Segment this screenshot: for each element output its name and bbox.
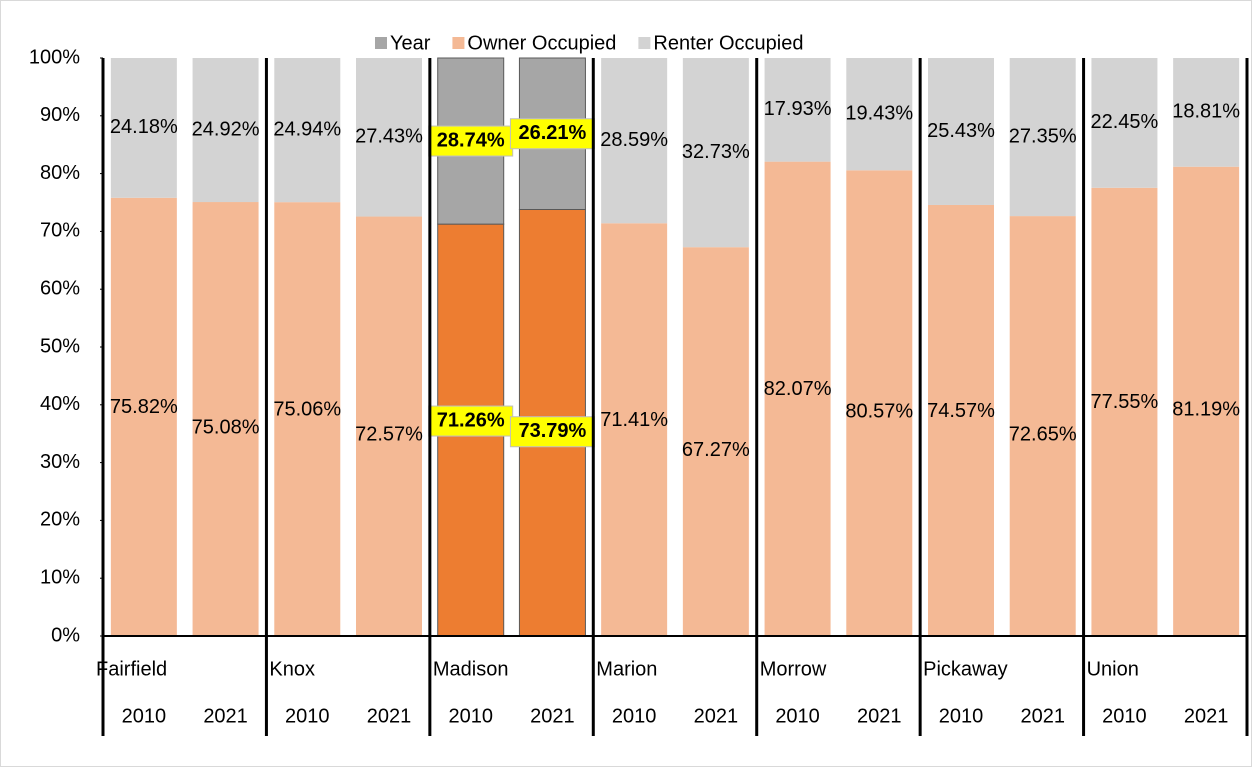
legend-swatch — [452, 37, 465, 49]
data-label: 71.41% — [600, 409, 668, 431]
bar-segment — [192, 202, 259, 636]
bar-segment — [274, 58, 341, 203]
y-tick-label: 30% — [40, 451, 80, 473]
data-label: 72.65% — [1009, 423, 1077, 445]
data-label: 19.43% — [845, 102, 913, 124]
y-tick-label: 20% — [40, 509, 80, 531]
data-label: 81.19% — [1172, 399, 1240, 421]
data-label: 74.57% — [927, 400, 995, 422]
x-tick-label: 2010 — [612, 705, 657, 727]
data-label: 17.93% — [764, 98, 832, 120]
x-tick-label: 2021 — [694, 705, 739, 727]
x-tick-label: 2010 — [122, 705, 167, 727]
data-label: 22.45% — [1091, 111, 1159, 133]
x-tick-label: 2010 — [939, 705, 984, 727]
legend-swatch — [638, 37, 651, 49]
bar-segment — [601, 58, 668, 224]
legend-label: Owner Occupied — [467, 32, 616, 54]
bar-segment — [764, 161, 831, 636]
data-label: 28.74% — [437, 129, 505, 151]
data-label: 82.07% — [764, 378, 832, 400]
y-tick-label: 40% — [40, 393, 80, 415]
bar-segment — [764, 58, 831, 162]
data-label: 27.35% — [1009, 125, 1077, 147]
legend-swatch — [375, 37, 387, 49]
group-label: Marion — [596, 658, 657, 680]
x-tick-label: 2021 — [1020, 705, 1065, 727]
group-label: Madison — [433, 658, 509, 680]
data-label: 75.08% — [192, 416, 260, 438]
group-label: Morrow — [760, 658, 827, 680]
bar-segment — [928, 204, 994, 636]
bar-segment — [192, 58, 259, 203]
bar-segment — [356, 58, 422, 217]
bar-segment — [682, 58, 749, 248]
y-tick-label: 10% — [40, 566, 80, 588]
bar-segment — [1009, 58, 1076, 217]
group-label: Union — [1087, 658, 1139, 680]
y-tick-label: 50% — [40, 335, 80, 357]
data-label: 67.27% — [682, 439, 750, 461]
label-box — [509, 118, 595, 150]
bar-segment — [274, 202, 341, 636]
y-tick-label: 0% — [51, 624, 80, 646]
data-label: 25.43% — [927, 120, 995, 142]
y-tick-label: 60% — [40, 277, 80, 299]
bar-segment — [1173, 166, 1240, 636]
group-label: Pickaway — [923, 658, 1007, 680]
x-tick-label: 2010 — [775, 705, 820, 727]
bar-segment — [1009, 216, 1076, 636]
data-label: 71.26% — [437, 409, 505, 431]
bar-segment — [846, 170, 913, 636]
group-label: Fairfield — [96, 658, 167, 680]
data-label: 24.92% — [192, 118, 260, 140]
y-tick-label: 70% — [40, 220, 80, 242]
data-label: 77.55% — [1091, 391, 1159, 413]
bar-segment — [601, 223, 668, 637]
x-tick-label: 2021 — [530, 705, 575, 727]
y-tick-label: 90% — [40, 104, 80, 126]
label-box — [428, 125, 514, 157]
bar-segment — [1091, 58, 1158, 188]
bar-segment — [846, 58, 913, 171]
x-tick-label: 2021 — [857, 705, 902, 727]
x-tick-label: 2010 — [1102, 705, 1147, 727]
legend-label: Renter Occupied — [653, 32, 803, 54]
data-label: 28.59% — [600, 129, 668, 151]
data-label: 24.18% — [110, 116, 178, 138]
y-tick-label: 100% — [29, 46, 80, 68]
y-tick-label: 80% — [40, 162, 80, 184]
data-label: 72.57% — [355, 424, 423, 446]
data-label: 24.94% — [273, 118, 341, 140]
x-tick-label: 2021 — [203, 705, 248, 727]
x-tick-label: 2021 — [1184, 705, 1229, 727]
x-tick-label: 2021 — [367, 705, 412, 727]
data-label: 26.21% — [519, 122, 587, 144]
data-label: 18.81% — [1172, 101, 1240, 123]
bar-segment — [110, 58, 177, 198]
data-label: 80.57% — [845, 400, 913, 422]
legend-label: Year — [390, 32, 431, 54]
bar-segment — [1091, 187, 1158, 637]
data-label: 32.73% — [682, 141, 750, 163]
data-label: 27.43% — [355, 126, 423, 148]
group-label: Knox — [269, 658, 315, 680]
bar-segment — [928, 58, 994, 205]
bar-segment — [356, 216, 422, 636]
data-label: 73.79% — [519, 420, 587, 442]
bar-segment — [682, 247, 749, 637]
data-label: 75.06% — [273, 398, 341, 420]
x-tick-label: 2010 — [285, 705, 330, 727]
bar-segment — [110, 197, 177, 636]
x-tick-label: 2010 — [448, 705, 493, 727]
label-box — [509, 416, 595, 448]
data-label: 75.82% — [110, 396, 178, 418]
bar-segment — [1173, 58, 1240, 167]
